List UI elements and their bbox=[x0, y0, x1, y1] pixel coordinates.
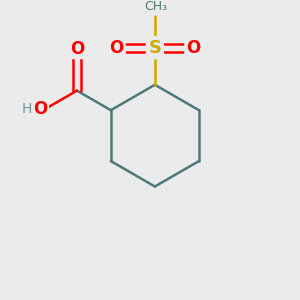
Text: O: O bbox=[110, 39, 124, 57]
Text: O: O bbox=[186, 39, 200, 57]
Text: O: O bbox=[33, 100, 47, 118]
Text: CH₃: CH₃ bbox=[144, 0, 167, 13]
Text: H: H bbox=[21, 102, 32, 116]
Text: O: O bbox=[70, 40, 84, 58]
Text: S: S bbox=[148, 39, 161, 57]
